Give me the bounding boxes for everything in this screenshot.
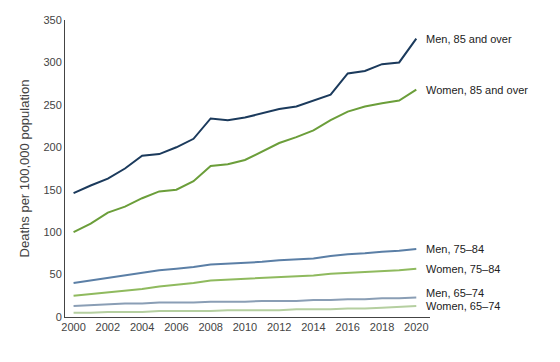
svg-text:Women, 75–84: Women, 75–84 (426, 263, 500, 275)
svg-text:250: 250 (43, 99, 61, 111)
svg-text:100: 100 (43, 226, 61, 238)
svg-text:2020: 2020 (404, 321, 428, 333)
svg-text:2016: 2016 (336, 321, 360, 333)
svg-text:2004: 2004 (130, 321, 154, 333)
svg-text:2002: 2002 (96, 321, 120, 333)
svg-text:Men, 65–74: Men, 65–74 (426, 287, 484, 299)
svg-text:Women, 85 and over: Women, 85 and over (426, 84, 528, 96)
svg-text:0: 0 (56, 311, 62, 323)
svg-text:200: 200 (43, 141, 61, 153)
svg-text:Women, 65–74: Women, 65–74 (426, 300, 500, 312)
svg-text:300: 300 (43, 56, 61, 68)
svg-text:Men, 75–84: Men, 75–84 (426, 243, 484, 255)
svg-text:2018: 2018 (370, 321, 394, 333)
svg-text:2010: 2010 (233, 321, 257, 333)
svg-text:50: 50 (50, 268, 62, 280)
svg-text:150: 150 (43, 184, 61, 196)
svg-text:350: 350 (43, 14, 61, 26)
svg-text:2006: 2006 (164, 321, 188, 333)
svg-text:2000: 2000 (61, 321, 85, 333)
svg-text:Deaths per 100,000 population: Deaths per 100,000 population (17, 80, 32, 258)
svg-text:2014: 2014 (301, 321, 325, 333)
svg-text:2012: 2012 (267, 321, 291, 333)
svg-text:2008: 2008 (198, 321, 222, 333)
svg-text:Men, 85 and over: Men, 85 and over (426, 33, 512, 45)
